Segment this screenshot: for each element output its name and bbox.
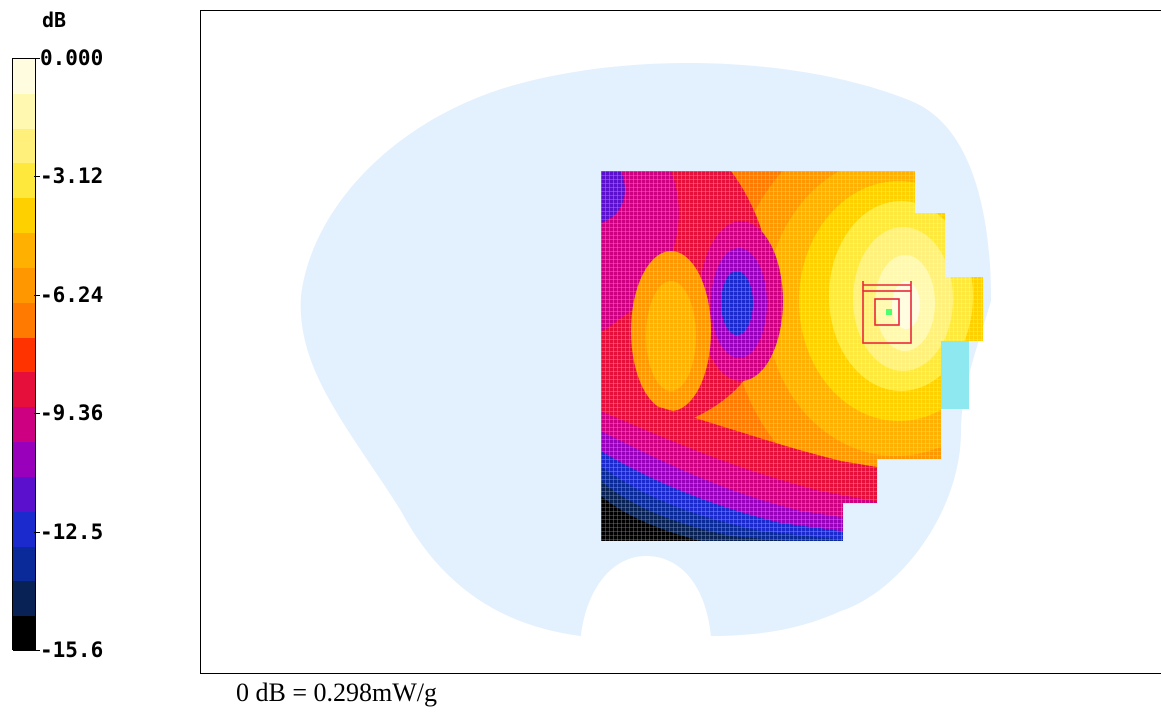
colorbar-tick-label: -3.12 — [40, 164, 104, 189]
colorbar-band — [13, 372, 35, 408]
colorbar-band — [13, 407, 35, 443]
colorbar-tick-label: -9.36 — [40, 401, 104, 426]
colorbar-tick — [34, 58, 40, 59]
sar-heatmap — [300, 63, 991, 636]
colorbar-tick-label: -12.5 — [40, 520, 104, 545]
colorbar-tick — [34, 532, 40, 534]
colorbar-band — [13, 163, 35, 199]
colorbar — [12, 58, 36, 652]
colorbar-band — [13, 128, 35, 164]
colorbar-band — [13, 337, 35, 373]
colorbar-band — [13, 442, 35, 478]
colorbar-band — [13, 59, 35, 95]
colorbar-band — [13, 198, 35, 234]
zoom-scan-marker — [862, 281, 912, 344]
colorbar-band — [13, 267, 35, 304]
colorbar-band — [13, 233, 35, 269]
colorbar-tick-label: 0.000 — [40, 46, 104, 70]
colorbar-band — [13, 581, 35, 617]
colorbar-tick — [34, 176, 40, 178]
colorbar-band — [13, 302, 35, 339]
colorbar-tick — [34, 413, 40, 415]
sar-plot-area — [200, 10, 1161, 674]
colorbar-band — [13, 476, 35, 513]
colorbar-band — [13, 93, 35, 130]
colorbar-band — [13, 616, 35, 652]
reference-note: 0 dB = 0.298mW/g — [236, 678, 437, 707]
colorbar-band — [13, 546, 35, 582]
colorbar-unit-label: dB — [42, 8, 67, 32]
colorbar-tick — [34, 294, 40, 296]
peak-marker — [886, 309, 892, 315]
colorbar-tick-label: -6.24 — [40, 282, 104, 307]
colorbar-tick — [34, 650, 40, 651]
colorbar-band — [13, 511, 35, 548]
colorbar-tick-label: -15.6 — [40, 638, 104, 662]
